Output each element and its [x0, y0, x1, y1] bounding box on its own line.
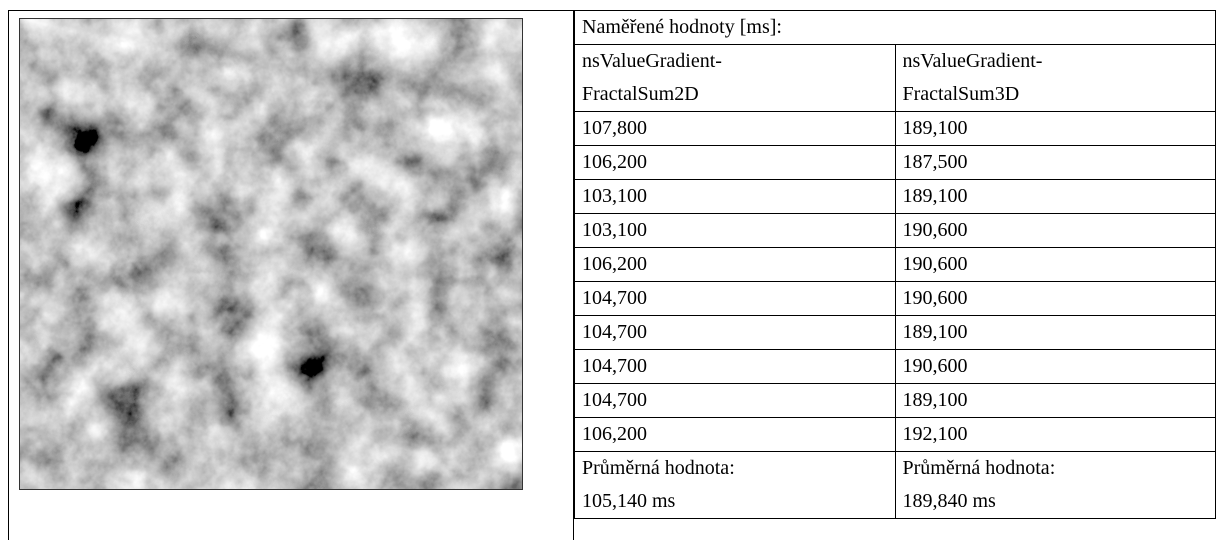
data-row: 103,100 190,600 [574, 213, 1216, 248]
cell: 189,100 [894, 179, 1216, 214]
cell: 107,800 [574, 111, 896, 146]
column-header: nsValueGradient- FractalSum3D [894, 44, 1216, 112]
average-row: Průměrná hodnota: 105,140 ms Průměrná hodn… [574, 451, 1216, 519]
data-row: 106,200 190,600 [574, 247, 1216, 282]
noise-image [19, 18, 523, 490]
cell: 106,200 [574, 145, 896, 180]
image-border [19, 18, 523, 490]
cell: 103,100 [574, 179, 896, 214]
table-body: Naměřené hodnoty [ms]: nsValueGradient- … [574, 10, 1216, 519]
cell: 189,100 [894, 315, 1216, 350]
cell: 106,200 [574, 247, 896, 282]
cell: 190,600 [894, 213, 1216, 248]
cell: 104,700 [574, 349, 896, 384]
data-row: 107,800 189,100 [574, 111, 1216, 146]
image-cell [8, 10, 574, 540]
cell: 189,100 [894, 111, 1216, 146]
cell: 190,600 [894, 281, 1216, 316]
data-row: 104,700 189,100 [574, 383, 1216, 418]
data-row: 104,700 189,100 [574, 315, 1216, 350]
data-row: 106,200 192,100 [574, 417, 1216, 452]
data-row: 104,700 190,600 [574, 281, 1216, 316]
column-header: nsValueGradient- FractalSum2D [574, 44, 896, 112]
average-label: Průměrná hodnota: [582, 457, 735, 479]
cell: 104,700 [574, 281, 896, 316]
average-value: 189,840 ms [902, 490, 996, 512]
data-row: 103,100 189,100 [574, 179, 1216, 214]
table-title: Naměřené hodnoty [ms]: [574, 10, 1216, 45]
cell: 106,200 [574, 417, 896, 452]
results-table: Naměřené hodnoty [ms]: nsValueGradient- … [574, 10, 1216, 519]
title-row: Naměřené hodnoty [ms]: [574, 10, 1216, 45]
cell: 190,600 [894, 247, 1216, 282]
average-label: Průměrná hodnota: [902, 457, 1056, 479]
cell: 189,100 [894, 383, 1216, 418]
cell: 103,100 [574, 213, 896, 248]
data-row: 104,700 190,600 [574, 349, 1216, 384]
average-cell: Průměrná hodnota: 189,840 ms [894, 451, 1216, 519]
cell: 187,500 [894, 145, 1216, 180]
average-value: 105,140 ms [582, 490, 676, 512]
average-cell: Průměrná hodnota: 105,140 ms [574, 451, 896, 519]
cell: 192,100 [894, 417, 1216, 452]
cell: 104,700 [574, 315, 896, 350]
header-row: nsValueGradient- FractalSum2D nsValueGra… [574, 44, 1216, 112]
cell: 190,600 [894, 349, 1216, 384]
cell: 104,700 [574, 383, 896, 418]
noise-fill [19, 18, 523, 490]
data-row: 106,200 187,500 [574, 145, 1216, 180]
